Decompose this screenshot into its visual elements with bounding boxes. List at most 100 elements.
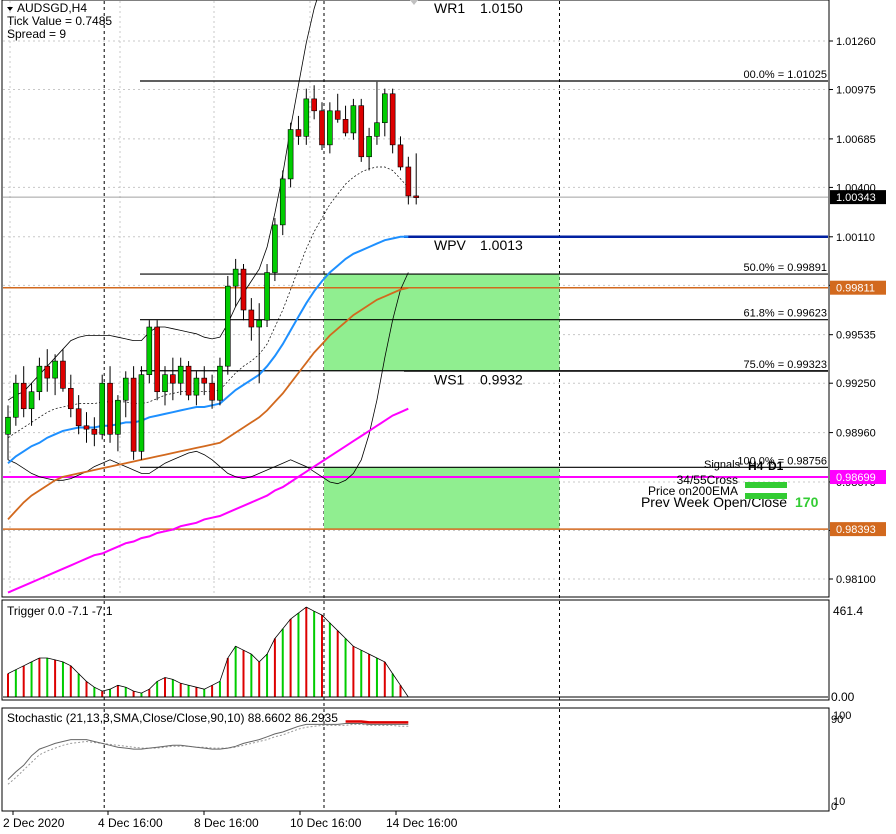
signal-pips: 170 xyxy=(795,494,819,510)
fib-level-label: 00.0% = 1.01025 xyxy=(744,69,828,81)
fib-level-label: 100.0% = 0.98756 xyxy=(737,455,827,467)
candle-body xyxy=(303,98,310,137)
time-axis: 2 Dec 2020 4 Dec 16:00 8 Dec 16:00 10 Dec 1… xyxy=(3,811,458,830)
candle-body xyxy=(248,309,255,328)
pivot-value: 0.9932 xyxy=(480,371,523,387)
candle-body xyxy=(287,129,294,180)
candle-body xyxy=(28,391,35,410)
spread: Spread = 9 xyxy=(7,27,66,41)
candle-body xyxy=(319,110,325,146)
symbol-title: AUDSGD,H4 xyxy=(17,1,87,15)
fib-level-label: 75.0% = 0.99323 xyxy=(744,359,828,371)
chevron-down-icon[interactable] xyxy=(7,7,13,11)
axis-tick-label: 0.99535 xyxy=(836,330,876,342)
candle-body xyxy=(130,377,137,452)
candle-body xyxy=(154,326,160,393)
candle-body xyxy=(405,166,412,197)
candle-body xyxy=(279,178,286,226)
candle-body xyxy=(5,416,11,435)
fib-level-label: 61.8% = 0.99623 xyxy=(744,308,828,320)
signals-title: Signals xyxy=(704,459,741,471)
horizontal-lines-layer xyxy=(3,80,828,530)
ema-orange-line xyxy=(7,287,409,521)
candle-body xyxy=(52,360,58,379)
trigger-panel-border xyxy=(1,599,830,701)
main-panel-border xyxy=(1,0,830,598)
stoch-axis-100: 100 xyxy=(833,710,851,722)
level-price-label: 0.99811 xyxy=(836,283,875,295)
signal-row-ema: Price on200EMA xyxy=(648,484,738,498)
fib-level-label: 50.0% = 0.99891 xyxy=(744,262,828,274)
candle-body xyxy=(256,319,263,328)
candle-body xyxy=(91,428,98,435)
candle-body xyxy=(374,122,380,137)
pivot-value: 1.0150 xyxy=(480,0,523,16)
candle-body xyxy=(311,98,317,112)
candle-body xyxy=(295,129,302,137)
current-price-tag xyxy=(830,190,886,205)
axis-tick-label: 1.01260 xyxy=(836,36,876,48)
level-labels-layer: 00.0% = 1.01025 50.0% = 0.99891 61.8% = 0.… xyxy=(434,0,827,467)
candle-body xyxy=(162,374,168,393)
candle-body xyxy=(20,382,27,410)
signals-tf-d1: D1 xyxy=(768,459,784,473)
stochastic-label: Stochastic (21,13,3,SMA,Close/Close,90,1… xyxy=(7,711,338,725)
axis-tick-label: 0.99250 xyxy=(836,378,876,390)
ema-blue-line xyxy=(7,235,409,464)
candle-body xyxy=(225,285,231,367)
candle-body xyxy=(83,425,90,430)
signals-tf-h4: H4 xyxy=(748,459,764,473)
price-axis: 1.012601.009751.006851.004001.001100.998… xyxy=(829,36,886,586)
candle-body xyxy=(99,382,105,435)
signal-indicator-cross xyxy=(745,482,787,488)
time-label: 10 Dec 16:00 xyxy=(290,816,362,830)
candle-body xyxy=(146,326,153,375)
diamond-marker-icon xyxy=(410,0,418,5)
axis-tick-label: 1.00685 xyxy=(836,134,876,146)
time-label: 8 Dec 16:00 xyxy=(194,816,259,830)
trigger-axis-top: 461.4 xyxy=(833,604,863,618)
time-label: 2 Dec 2020 xyxy=(3,816,65,830)
candle-body xyxy=(209,382,215,401)
signal-row-cross: 34/55Cross xyxy=(677,473,738,487)
candle-body xyxy=(366,136,372,158)
level-price-label: 0.98699 xyxy=(836,472,876,484)
candle-body xyxy=(217,365,223,401)
indicator-lines-layer xyxy=(7,0,409,594)
candle-body xyxy=(381,93,388,124)
stochastic-lines xyxy=(7,720,409,785)
level-price-tag xyxy=(830,280,886,295)
candle-body xyxy=(350,105,357,134)
candle-body xyxy=(397,144,404,168)
stochastic-panel-border xyxy=(1,707,830,812)
candle-body xyxy=(60,360,66,389)
stoch-axis-90: 90 xyxy=(831,714,843,726)
candle-body xyxy=(413,195,420,198)
candle-body xyxy=(342,119,349,134)
candle-body xyxy=(115,399,121,435)
trigger-label: Trigger 0.0 -7.1 -7.1 xyxy=(7,604,113,618)
axis-tick-label: 1.00110 xyxy=(836,232,875,244)
pivot-value: 1.0013 xyxy=(480,237,523,253)
candle-body xyxy=(107,382,113,435)
level-price-tag xyxy=(830,522,886,537)
stochastic-k-line xyxy=(7,723,409,780)
candle-body xyxy=(358,105,365,158)
axis-tick-label: 1.00975 xyxy=(836,85,876,97)
axis-tick-label: 0.98960 xyxy=(836,428,876,440)
target-zone xyxy=(324,274,560,371)
ema-magenta-line xyxy=(7,407,409,594)
candle-body xyxy=(13,382,19,418)
candle-body xyxy=(185,365,192,396)
signal-indicator-ema xyxy=(745,493,787,499)
candle-body xyxy=(44,365,51,379)
time-label: 14 Dec 16:00 xyxy=(386,816,458,830)
level-price-tag xyxy=(830,470,886,485)
candle-body xyxy=(122,377,129,401)
candles-layer xyxy=(5,81,420,460)
candle-body xyxy=(193,377,200,396)
candle-body xyxy=(177,365,184,384)
stoch-axis-0: 0 xyxy=(831,801,837,813)
trigger-axis-bottom: 0.00 xyxy=(831,690,855,704)
